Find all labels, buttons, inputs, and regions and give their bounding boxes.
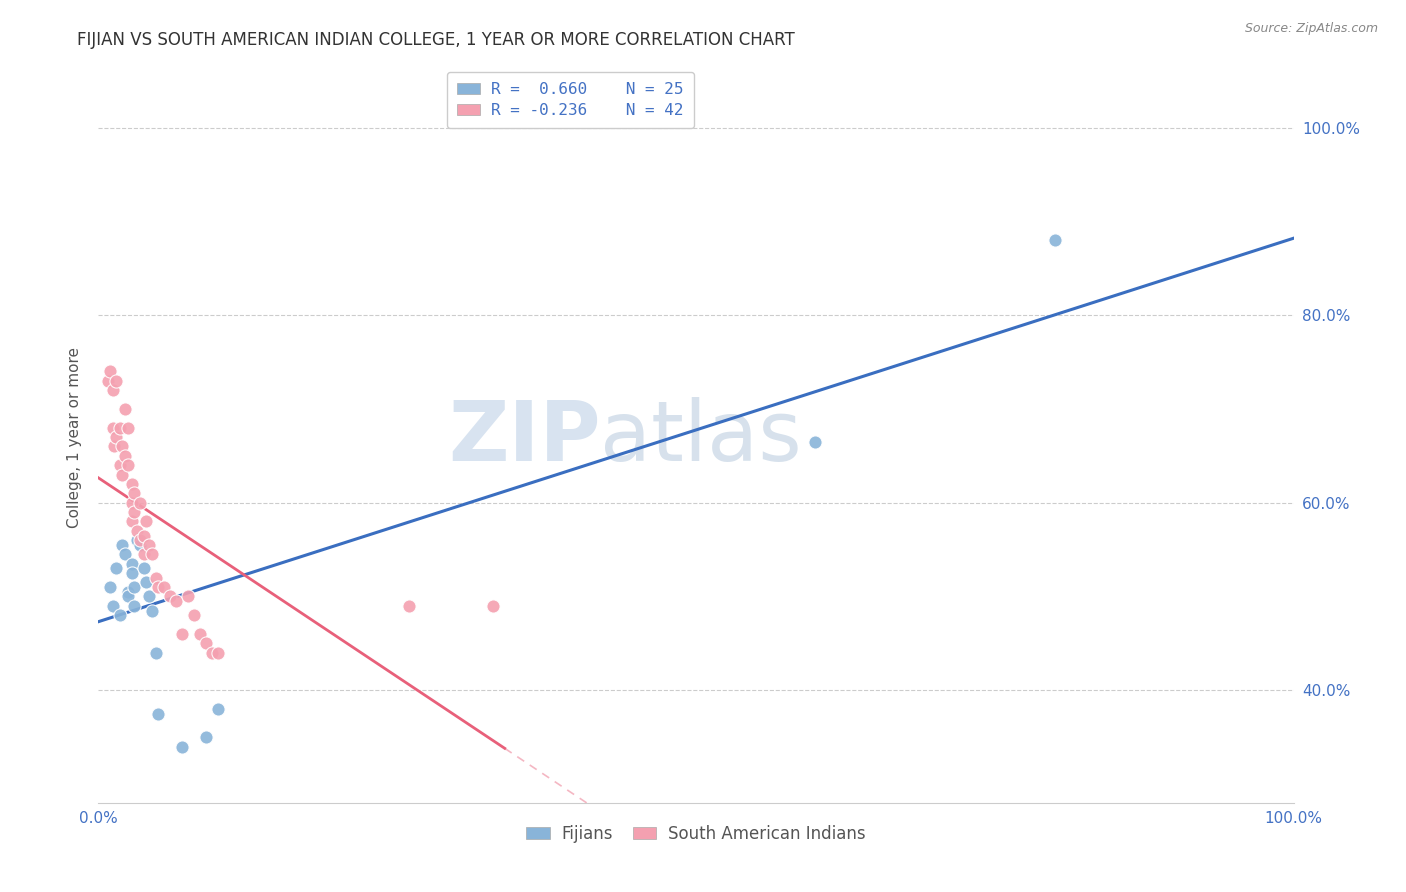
- Point: [207, 646, 229, 660]
- Point: [201, 646, 224, 660]
- Point: [108, 608, 131, 623]
- Point: [108, 420, 131, 434]
- Point: [125, 533, 148, 548]
- Point: [129, 533, 152, 548]
- Point: [207, 702, 229, 716]
- Point: [153, 580, 176, 594]
- Point: [121, 496, 143, 510]
- Point: [114, 449, 136, 463]
- Point: [111, 467, 134, 482]
- Legend: Fijians, South American Indians: Fijians, South American Indians: [520, 818, 872, 849]
- Point: [114, 547, 136, 561]
- Point: [117, 590, 139, 604]
- Point: [1043, 233, 1066, 247]
- Point: [124, 599, 146, 613]
- Point: [121, 566, 143, 580]
- Point: [111, 440, 134, 454]
- Point: [172, 739, 194, 754]
- Point: [159, 590, 181, 604]
- Text: atlas: atlas: [600, 397, 801, 477]
- Point: [114, 401, 136, 416]
- Point: [135, 575, 157, 590]
- Text: ZIP: ZIP: [449, 397, 600, 477]
- Point: [101, 420, 124, 434]
- Point: [103, 440, 125, 454]
- Point: [97, 374, 120, 388]
- Point: [121, 477, 143, 491]
- Point: [804, 434, 827, 449]
- Point: [188, 627, 211, 641]
- Point: [108, 458, 131, 473]
- Point: [125, 524, 148, 538]
- Point: [105, 561, 128, 575]
- Point: [129, 496, 152, 510]
- Point: [177, 590, 200, 604]
- Point: [129, 538, 152, 552]
- Point: [98, 364, 122, 378]
- Point: [101, 599, 124, 613]
- Point: [145, 571, 167, 585]
- Point: [132, 547, 155, 561]
- Point: [183, 608, 205, 623]
- Point: [121, 515, 143, 529]
- Point: [111, 538, 134, 552]
- Point: [165, 594, 187, 608]
- Point: [117, 584, 139, 599]
- Point: [145, 646, 167, 660]
- Point: [124, 505, 146, 519]
- Point: [98, 580, 122, 594]
- Point: [132, 528, 155, 542]
- Point: [124, 486, 146, 500]
- Point: [148, 580, 170, 594]
- Y-axis label: College, 1 year or more: College, 1 year or more: [67, 347, 83, 527]
- Point: [132, 561, 155, 575]
- Point: [172, 627, 194, 641]
- Text: Source: ZipAtlas.com: Source: ZipAtlas.com: [1244, 22, 1378, 36]
- Point: [105, 430, 128, 444]
- Point: [138, 590, 160, 604]
- Point: [148, 706, 170, 721]
- Point: [141, 603, 163, 617]
- Point: [481, 599, 505, 613]
- Text: FIJIAN VS SOUTH AMERICAN INDIAN COLLEGE, 1 YEAR OR MORE CORRELATION CHART: FIJIAN VS SOUTH AMERICAN INDIAN COLLEGE,…: [77, 31, 794, 49]
- Point: [138, 538, 160, 552]
- Point: [195, 730, 218, 744]
- Point: [105, 374, 128, 388]
- Point: [141, 547, 163, 561]
- Point: [135, 515, 157, 529]
- Point: [398, 599, 420, 613]
- Point: [101, 383, 124, 397]
- Point: [117, 420, 139, 434]
- Point: [117, 458, 139, 473]
- Point: [195, 636, 218, 650]
- Point: [121, 557, 143, 571]
- Point: [124, 580, 146, 594]
